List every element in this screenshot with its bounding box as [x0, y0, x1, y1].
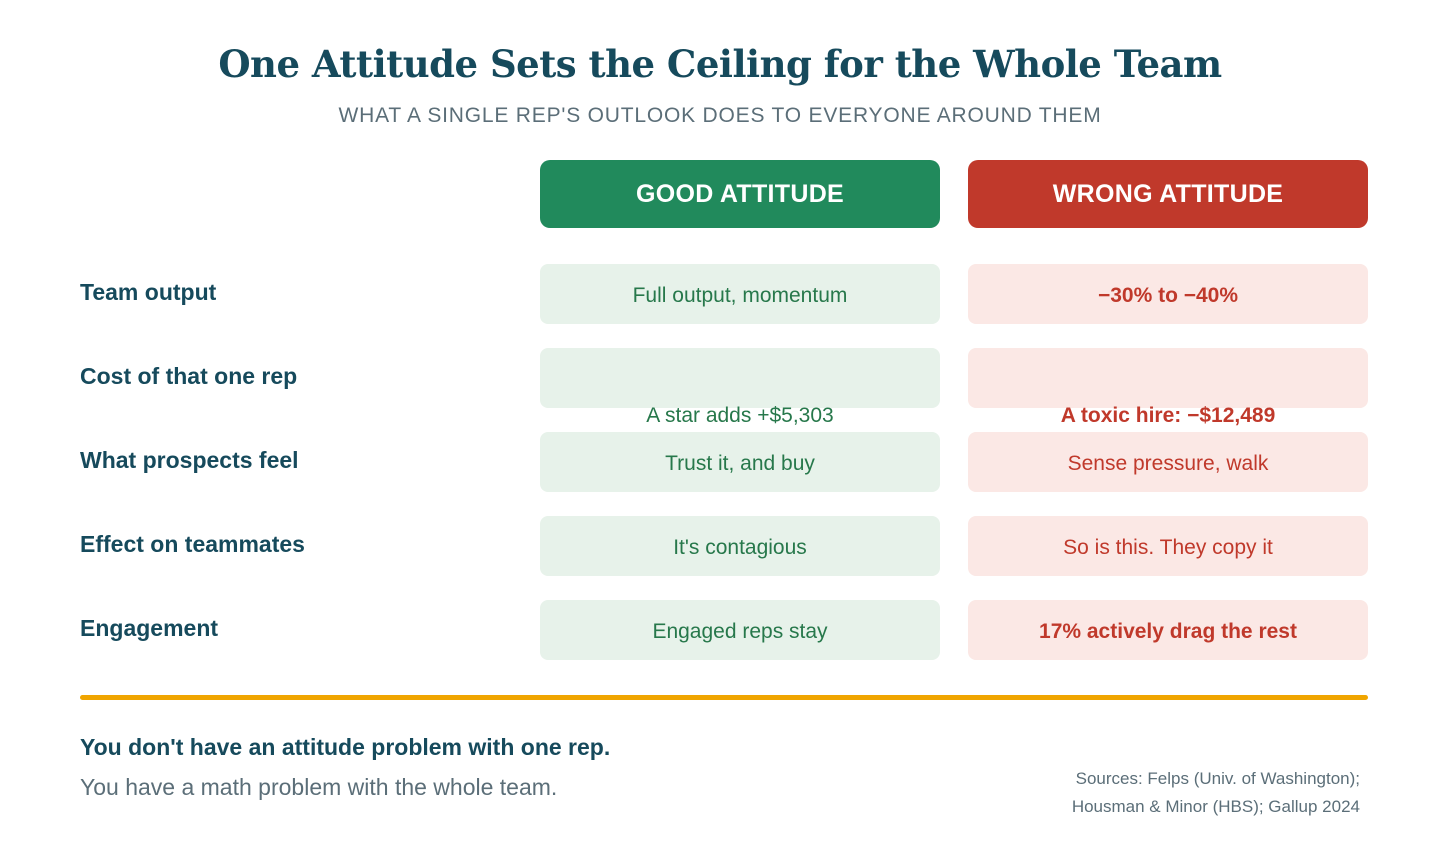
good-cell-cost — [540, 348, 940, 408]
wrong-cell-team-output — [968, 264, 1368, 324]
wrong-text-team-output: −30% to −40% — [1097, 284, 1239, 307]
row-label-engagement: Engagement — [80, 615, 219, 641]
good-cell-engagement — [540, 600, 940, 660]
footer-headline: You don't have an attitude problem with … — [80, 734, 611, 760]
wrong-cell-teammates — [968, 516, 1368, 576]
wrong-text-engagement: 17% actively drag the rest — [1039, 620, 1297, 643]
row-label-teammates: Effect on teammates — [80, 531, 305, 557]
row-label-prospects: What prospects feel — [80, 447, 299, 473]
sources-line-2: Housman & Minor (HBS); Gallup 2024 — [1071, 797, 1360, 816]
page-title: One Attitude Sets the Ceiling for the Wh… — [218, 42, 1222, 86]
good-cell-prospects — [540, 432, 940, 492]
wrong-attitude-header: WRONG ATTITUDE — [968, 160, 1368, 228]
good-cell-teammates — [540, 516, 940, 576]
page-subtitle: WHAT A SINGLE REP'S OUTLOOK DOES TO EVER… — [338, 104, 1102, 127]
good-cell-team-output — [540, 264, 940, 324]
wrong-text-cost: A toxic hire: −$12,489 — [1060, 404, 1276, 427]
footer-divider — [80, 695, 1368, 700]
good-text-team-output: Full output, momentum — [632, 284, 848, 307]
wrong-text-prospects: Sense pressure, walk — [1067, 452, 1269, 475]
row-label-cost: Cost of that one rep — [80, 363, 298, 389]
sources-line-1: Sources: Felps (Univ. of Washington); — [1075, 769, 1360, 788]
wrong-cell-cost — [968, 348, 1368, 408]
wrong-text-teammates: So is this. They copy it — [1063, 536, 1273, 559]
wrong-cell-engagement — [968, 600, 1368, 660]
good-text-prospects: Trust it, and buy — [665, 452, 815, 475]
good-text-teammates: It's contagious — [673, 536, 807, 559]
sources-note: Sources: Felps (Univ. of Washington); Ho… — [1072, 765, 1360, 821]
good-attitude-header: GOOD ATTITUDE — [540, 160, 940, 228]
wrong-cell-prospects — [968, 432, 1368, 492]
good-text-cost: A star adds +$5,303 — [646, 404, 834, 427]
row-label-team-output: Team output — [80, 279, 217, 305]
footer-subline: You have a math problem with the whole t… — [80, 774, 558, 800]
good-text-engagement: Engaged reps stay — [652, 620, 828, 643]
